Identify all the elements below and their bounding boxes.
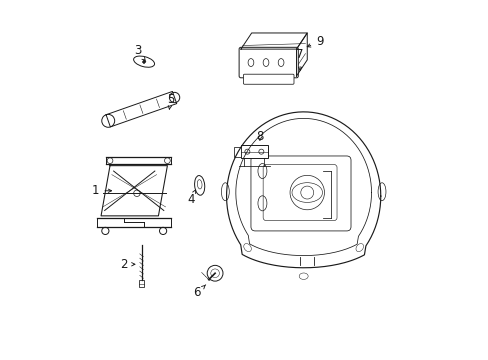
Ellipse shape xyxy=(263,59,268,67)
Text: 3: 3 xyxy=(134,44,145,62)
Ellipse shape xyxy=(355,244,363,252)
Text: 2: 2 xyxy=(121,258,135,271)
Text: 1: 1 xyxy=(92,184,111,197)
Text: 5: 5 xyxy=(167,93,174,109)
FancyBboxPatch shape xyxy=(239,47,298,78)
Circle shape xyxy=(169,93,180,103)
Circle shape xyxy=(102,114,115,127)
Ellipse shape xyxy=(299,273,307,279)
Ellipse shape xyxy=(278,59,284,67)
Bar xyxy=(241,145,267,158)
Ellipse shape xyxy=(247,59,253,67)
FancyBboxPatch shape xyxy=(243,74,293,84)
Ellipse shape xyxy=(377,183,385,201)
Bar xyxy=(233,147,241,157)
Text: 9: 9 xyxy=(306,35,323,49)
Ellipse shape xyxy=(221,183,229,201)
Bar xyxy=(139,280,144,287)
Text: 8: 8 xyxy=(256,130,263,143)
Text: 4: 4 xyxy=(186,190,195,206)
Text: 6: 6 xyxy=(193,285,205,300)
Text: 7: 7 xyxy=(296,48,303,71)
Ellipse shape xyxy=(243,244,251,252)
